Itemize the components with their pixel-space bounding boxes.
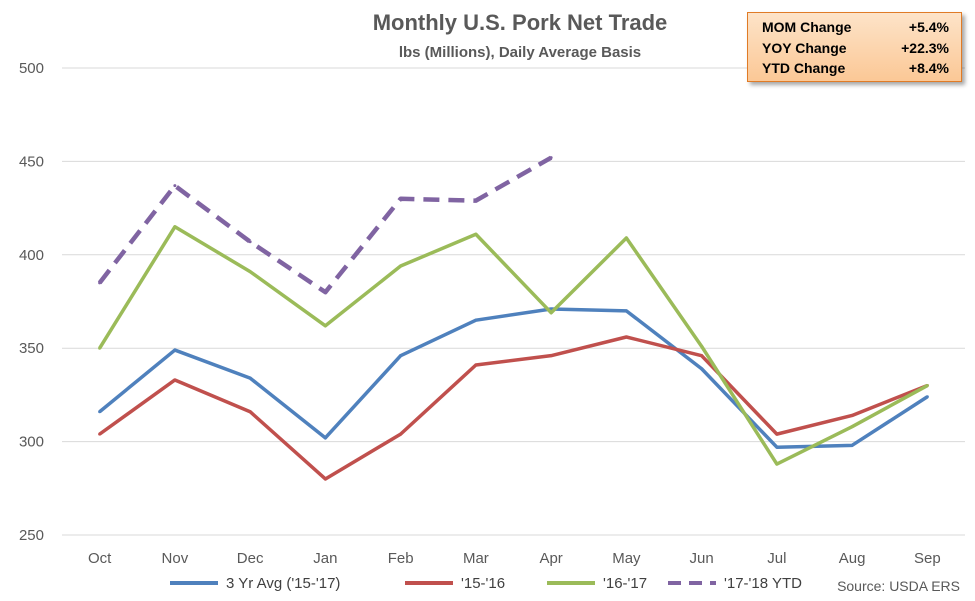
data-point — [323, 436, 327, 440]
data-point — [700, 344, 704, 348]
data-point — [248, 410, 252, 414]
legend-label: '16-'17 — [603, 575, 647, 592]
x-tick-label: Sep — [914, 550, 941, 567]
x-tick-label: Jun — [690, 550, 714, 567]
series-points-3 — [98, 156, 553, 294]
data-point — [925, 384, 929, 388]
x-tick-label: Nov — [162, 550, 189, 567]
source-note: Source: USDA ERS — [837, 578, 960, 594]
data-point — [323, 324, 327, 328]
stats-row-ytd: YTD Change +8.4% — [762, 60, 949, 81]
stats-row-mom: MOM Change +5.4% — [762, 19, 949, 40]
gridlines — [62, 67, 965, 536]
data-point — [700, 354, 704, 358]
data-point — [624, 335, 628, 339]
data-point — [173, 184, 177, 188]
x-tick-label: Jul — [767, 550, 786, 567]
chart-title: Monthly U.S. Pork Net Trade — [373, 10, 668, 35]
x-tick-label: May — [612, 550, 641, 567]
y-axis-ticks: 250 300 350 400 450 500 — [19, 60, 44, 544]
data-point — [399, 354, 403, 358]
x-tick-label: Aug — [839, 550, 866, 567]
data-point — [98, 432, 102, 436]
data-point — [474, 318, 478, 322]
stats-label: YOY Change — [762, 39, 847, 56]
data-point — [474, 199, 478, 203]
data-point — [775, 445, 779, 449]
legend-label: '15-'16 — [461, 575, 505, 592]
legend: 3 Yr Avg ('15-'17) '15-'16 '16-'17 '17-'18 … — [170, 575, 802, 592]
x-tick-label: Feb — [388, 550, 414, 567]
data-point — [549, 354, 553, 358]
x-tick-label: Apr — [539, 550, 562, 567]
data-point — [173, 348, 177, 352]
series-line-0 — [98, 307, 929, 449]
change-stats-box: MOM Change +5.4% YOY Change +22.3% YTD C… — [747, 12, 962, 82]
stats-label: YTD Change — [762, 60, 846, 76]
x-tick-label: Oct — [88, 550, 112, 567]
data-point — [248, 376, 252, 380]
data-point — [323, 477, 327, 481]
x-tick-label: Jan — [313, 550, 337, 567]
data-point — [173, 225, 177, 229]
x-axis-ticks: Oct Nov Dec Jan Feb Mar Apr May Jun Jul Aug Sep — [88, 550, 941, 567]
chart-subtitle: lbs (Millions), Daily Average Basis — [399, 44, 641, 61]
data-point — [850, 425, 854, 429]
data-point — [850, 413, 854, 417]
data-point — [399, 432, 403, 436]
series-points-1 — [98, 335, 929, 481]
data-point — [624, 236, 628, 240]
data-point — [248, 240, 252, 244]
series-points-0 — [98, 307, 929, 449]
series-lines — [97, 155, 929, 481]
data-point — [474, 232, 478, 236]
data-point — [850, 443, 854, 447]
data-point — [98, 281, 102, 285]
x-tick-label: Dec — [237, 550, 264, 567]
y-tick-label: 500 — [19, 60, 44, 77]
data-point — [98, 410, 102, 414]
data-point — [399, 197, 403, 201]
data-point — [700, 367, 704, 371]
data-point — [549, 311, 553, 315]
stats-value: +22.3% — [901, 39, 949, 56]
data-point — [399, 264, 403, 268]
series-line-1 — [98, 335, 929, 481]
y-tick-label: 300 — [19, 434, 44, 451]
data-point — [925, 395, 929, 399]
y-tick-label: 250 — [19, 527, 44, 544]
stats-value: +8.4% — [908, 60, 949, 76]
data-point — [248, 270, 252, 274]
data-point — [624, 309, 628, 313]
series-line-2 — [98, 225, 929, 466]
data-point — [474, 363, 478, 367]
data-point — [775, 432, 779, 436]
stats-label: MOM Change — [762, 19, 852, 35]
y-tick-label: 450 — [19, 153, 44, 170]
y-tick-label: 400 — [19, 247, 44, 264]
data-point — [173, 378, 177, 382]
data-point — [98, 346, 102, 350]
series-line-3 — [97, 155, 553, 295]
data-point — [323, 290, 327, 294]
legend-label: '17-'18 YTD — [724, 575, 802, 592]
data-point — [775, 462, 779, 466]
legend-label: 3 Yr Avg ('15-'17) — [226, 575, 340, 592]
y-tick-label: 350 — [19, 340, 44, 357]
series-points-2 — [98, 225, 929, 466]
x-tick-label: Mar — [463, 550, 489, 567]
stats-row-yoy: YOY Change +22.3% — [762, 40, 949, 61]
data-point — [549, 156, 553, 160]
stats-value: +5.4% — [908, 19, 949, 35]
